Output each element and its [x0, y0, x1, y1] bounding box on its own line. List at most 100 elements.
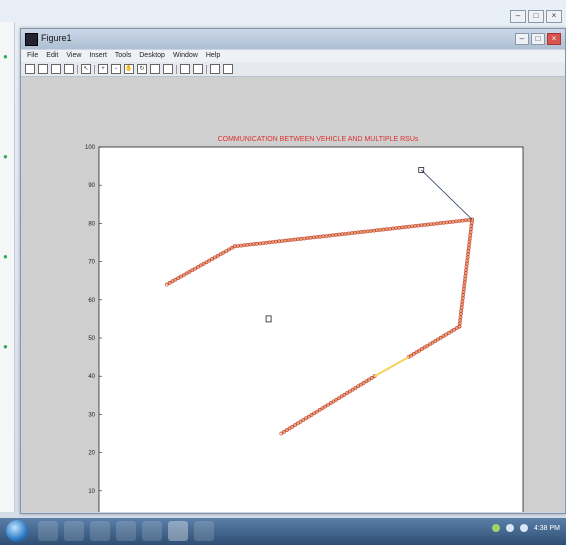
zoom-in-icon[interactable]: +: [98, 64, 108, 74]
y-tick-label: 60: [88, 298, 95, 304]
route-point: [454, 326, 459, 331]
taskbar-matlab-icon[interactable]: [168, 521, 188, 541]
left-strip: ● ● ● ●: [0, 22, 15, 512]
route-point: [309, 413, 314, 417]
route-point: [179, 274, 183, 279]
save-icon[interactable]: [51, 64, 61, 74]
chart-title: COMMUNICATION BETWEEN VEHICLE AND MULTIP…: [218, 136, 419, 143]
rotate-icon[interactable]: ↻: [137, 64, 147, 74]
y-tick-label: 40: [88, 374, 95, 380]
taskbar-explorer-icon[interactable]: [64, 521, 84, 541]
hide-plot-tools-icon[interactable]: [210, 64, 220, 74]
figure-titlebar[interactable]: Figure1 – □ ×: [21, 29, 565, 49]
show-plot-tools-icon[interactable]: [223, 64, 233, 74]
route-point: [167, 281, 172, 285]
route-point: [337, 396, 341, 401]
maximize-icon[interactable]: □: [531, 33, 545, 45]
y-tick-label: 10: [88, 489, 95, 495]
route-point: [306, 414, 311, 419]
route-point: [221, 250, 226, 255]
route-point: [428, 342, 432, 347]
brush-icon[interactable]: [163, 64, 173, 74]
system-tray: 4:38 PM: [491, 524, 560, 532]
route-line: [166, 245, 236, 286]
taskbar-app-icon[interactable]: [142, 521, 162, 541]
route-point: [422, 345, 427, 350]
route-point: [164, 282, 169, 287]
menu-edit[interactable]: Edit: [46, 52, 59, 59]
tray-network-icon[interactable]: [491, 524, 500, 532]
route-point: [295, 421, 300, 426]
route-point: [204, 260, 209, 265]
y-tick-label: 100: [85, 145, 96, 151]
close-icon[interactable]: ×: [546, 10, 562, 23]
start-button-icon[interactable]: [6, 520, 28, 542]
close-icon[interactable]: ×: [547, 33, 561, 45]
figure-title: Figure1: [41, 33, 72, 43]
menu-window[interactable]: Window: [172, 52, 198, 59]
route-point: [282, 429, 286, 434]
route-point: [304, 416, 308, 421]
route-point: [284, 428, 289, 433]
menu-view[interactable]: View: [66, 52, 82, 59]
strip-icon: ●: [3, 52, 8, 61]
y-tick-label: 50: [88, 336, 95, 342]
minimize-icon[interactable]: –: [510, 10, 526, 23]
route-point: [323, 404, 328, 409]
clock[interactable]: 4:38 PM: [533, 524, 560, 532]
matlab-logo-icon: [25, 33, 38, 46]
route-point: [409, 353, 414, 358]
data-cursor-icon[interactable]: [150, 64, 160, 74]
tray-volume-icon[interactable]: [519, 524, 528, 532]
menu-tools[interactable]: Tools: [114, 52, 132, 59]
background-window-controls: – □ ×: [510, 10, 562, 23]
taskbar-figure-icon[interactable]: [194, 521, 214, 541]
route-point: [312, 411, 317, 416]
taskbar-app-icon[interactable]: [116, 521, 136, 541]
route-point: [207, 258, 212, 263]
route-point: [452, 327, 456, 332]
route-point: [425, 343, 430, 348]
route-point: [334, 397, 339, 402]
legend-icon[interactable]: [193, 64, 203, 74]
route-line: [458, 219, 474, 327]
zoom-out-icon[interactable]: −: [111, 64, 121, 74]
route-point: [215, 253, 220, 258]
tray-flag-icon[interactable]: [505, 524, 514, 532]
pan-icon[interactable]: ✋: [124, 64, 134, 74]
menu-insert[interactable]: Insert: [89, 52, 107, 59]
route-point: [438, 335, 443, 340]
route-point: [414, 350, 419, 355]
taskbar-folder-icon[interactable]: [90, 521, 110, 541]
route-point: [193, 266, 198, 271]
route-point: [364, 379, 369, 384]
route-point: [353, 386, 358, 390]
colorbar-icon[interactable]: [180, 64, 190, 74]
menu-desktop[interactable]: Desktop: [139, 52, 165, 59]
axes-box[interactable]: [98, 146, 524, 512]
route-line: [280, 375, 376, 435]
route-point: [433, 339, 438, 343]
pointer-icon[interactable]: ↖: [81, 64, 91, 74]
toolbar-separator: [94, 64, 95, 74]
route-point: [224, 249, 229, 253]
highlight-segment: [374, 356, 410, 378]
route-point: [173, 277, 178, 282]
open-icon[interactable]: [38, 64, 48, 74]
route-point: [339, 394, 344, 399]
menu-help[interactable]: Help: [205, 52, 221, 59]
figure-toolbar: ↖ + − ✋ ↻: [21, 62, 565, 77]
menu-bar: File Edit View Insert Tools Desktop Wind…: [21, 50, 565, 62]
route-point: [279, 431, 284, 436]
route-point: [317, 408, 322, 412]
taskbar-ie-icon[interactable]: [38, 521, 58, 541]
taskbar: 4:38 PM: [0, 518, 566, 545]
route-point: [176, 276, 181, 281]
new-figure-icon[interactable]: [25, 64, 35, 74]
menu-file[interactable]: File: [27, 52, 39, 59]
minimize-icon[interactable]: –: [515, 33, 529, 45]
print-icon[interactable]: [64, 64, 74, 74]
route-point: [430, 340, 435, 345]
maximize-icon[interactable]: □: [528, 10, 544, 23]
route-point: [210, 257, 214, 261]
